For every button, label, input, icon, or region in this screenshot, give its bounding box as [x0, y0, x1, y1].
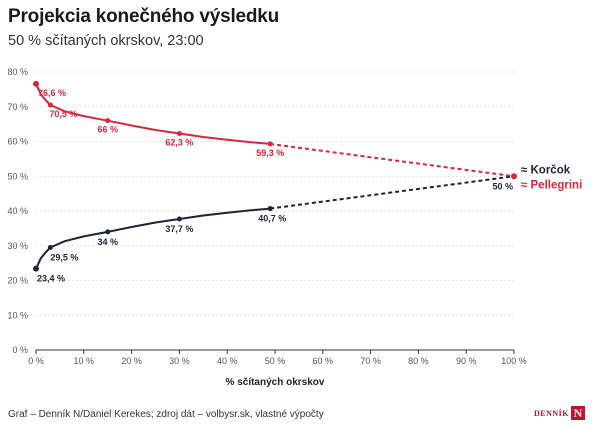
logo-n-icon: N	[571, 406, 586, 420]
data-point-korcok	[105, 229, 111, 235]
data-point-korcok	[33, 265, 39, 272]
projection-line-pellegrini	[270, 142, 515, 178]
y-tick-label: 40 %	[7, 206, 28, 216]
data-label-korcok: 37,7 %	[165, 224, 193, 234]
data-point-pellegrini	[176, 131, 182, 137]
data-label-korcok: 23,4 %	[37, 274, 65, 284]
y-axis-ticks: 0 % 10 % 20 % 30 % 40 % 50 % 60 % 70 % 80 %	[7, 67, 28, 355]
data-labels: 76,6 % 70,5 % 66 % 62,3 % 59,3 % 23,4 % 29,5 %…	[37, 88, 513, 284]
legend-item-korcok: ≈ Korčok	[521, 164, 571, 176]
x-axis-ticks: 0 % 10 % 20 % 30 % 40 % 50 % 60 % 70 % 80 % 90 % 1…	[28, 349, 527, 366]
data-point-pellegrini	[47, 102, 53, 108]
x-tick-label: 0 %	[28, 356, 44, 366]
y-tick-label: 0 %	[12, 345, 28, 355]
data-point-korcok	[267, 206, 273, 212]
chart-title: Projekcia konečného výsledku	[8, 6, 280, 27]
x-tick-label: 80 %	[408, 356, 429, 366]
projection-line-korcok	[270, 175, 515, 210]
data-point-pellegrini	[105, 118, 111, 124]
data-label-korcok: 29,5 %	[50, 252, 78, 262]
x-tick-label: 70 %	[360, 356, 381, 366]
end-point-label: 50 %	[492, 181, 513, 191]
data-point-korcok	[47, 244, 53, 250]
data-label-korcok: 40,7 %	[258, 214, 286, 224]
y-tick-label: 50 %	[7, 171, 28, 181]
x-tick-label: 30 %	[169, 356, 190, 366]
chart-subtitle: 50 % sčítaných okrskov, 23:00	[8, 33, 204, 49]
logo-wordmark: DENNÍK	[534, 408, 570, 418]
data-point-pellegrini	[267, 141, 273, 147]
series-group	[33, 80, 517, 272]
source-footer: Graf – Denník N/Daniel Kerekes; zdroj dá…	[8, 409, 324, 420]
x-tick-label: 90 %	[456, 356, 477, 366]
legend: ≈ Korčok ≈ Pellegrini	[521, 164, 582, 191]
legend-item-pellegrini: ≈ Pellegrini	[521, 179, 582, 191]
x-axis-label: % sčítaných okrskov	[226, 377, 325, 388]
data-label-korcok: 34 %	[97, 237, 118, 247]
y-tick-label: 10 %	[7, 310, 28, 320]
data-point-pellegrini	[33, 80, 39, 87]
y-tick-label: 30 %	[7, 241, 28, 251]
x-tick-label: 60 %	[313, 356, 334, 366]
end-point	[511, 173, 517, 180]
gridlines	[36, 71, 514, 316]
data-label-pellegrini: 59,3 %	[256, 148, 284, 158]
data-label-pellegrini: 66 %	[97, 125, 118, 135]
data-label-pellegrini: 76,6 %	[38, 88, 66, 98]
data-label-pellegrini: 70,5 %	[49, 109, 77, 119]
x-tick-label: 20 %	[121, 356, 142, 366]
x-tick-label: 10 %	[74, 356, 95, 366]
data-point-korcok	[176, 216, 182, 222]
x-tick-label: 40 %	[217, 356, 238, 366]
y-tick-label: 60 %	[7, 137, 28, 147]
y-tick-label: 80 %	[7, 67, 28, 77]
series-line-pellegrini	[35, 82, 272, 145]
y-tick-label: 20 %	[7, 276, 28, 286]
dennik-n-logo[interactable]: DENNÍK N	[534, 406, 586, 420]
x-tick-label: 100 %	[501, 356, 527, 366]
series-line-korcok	[35, 207, 272, 270]
x-tick-label: 50 %	[265, 356, 286, 366]
y-tick-label: 70 %	[7, 102, 28, 112]
data-label-pellegrini: 62,3 %	[165, 138, 193, 148]
